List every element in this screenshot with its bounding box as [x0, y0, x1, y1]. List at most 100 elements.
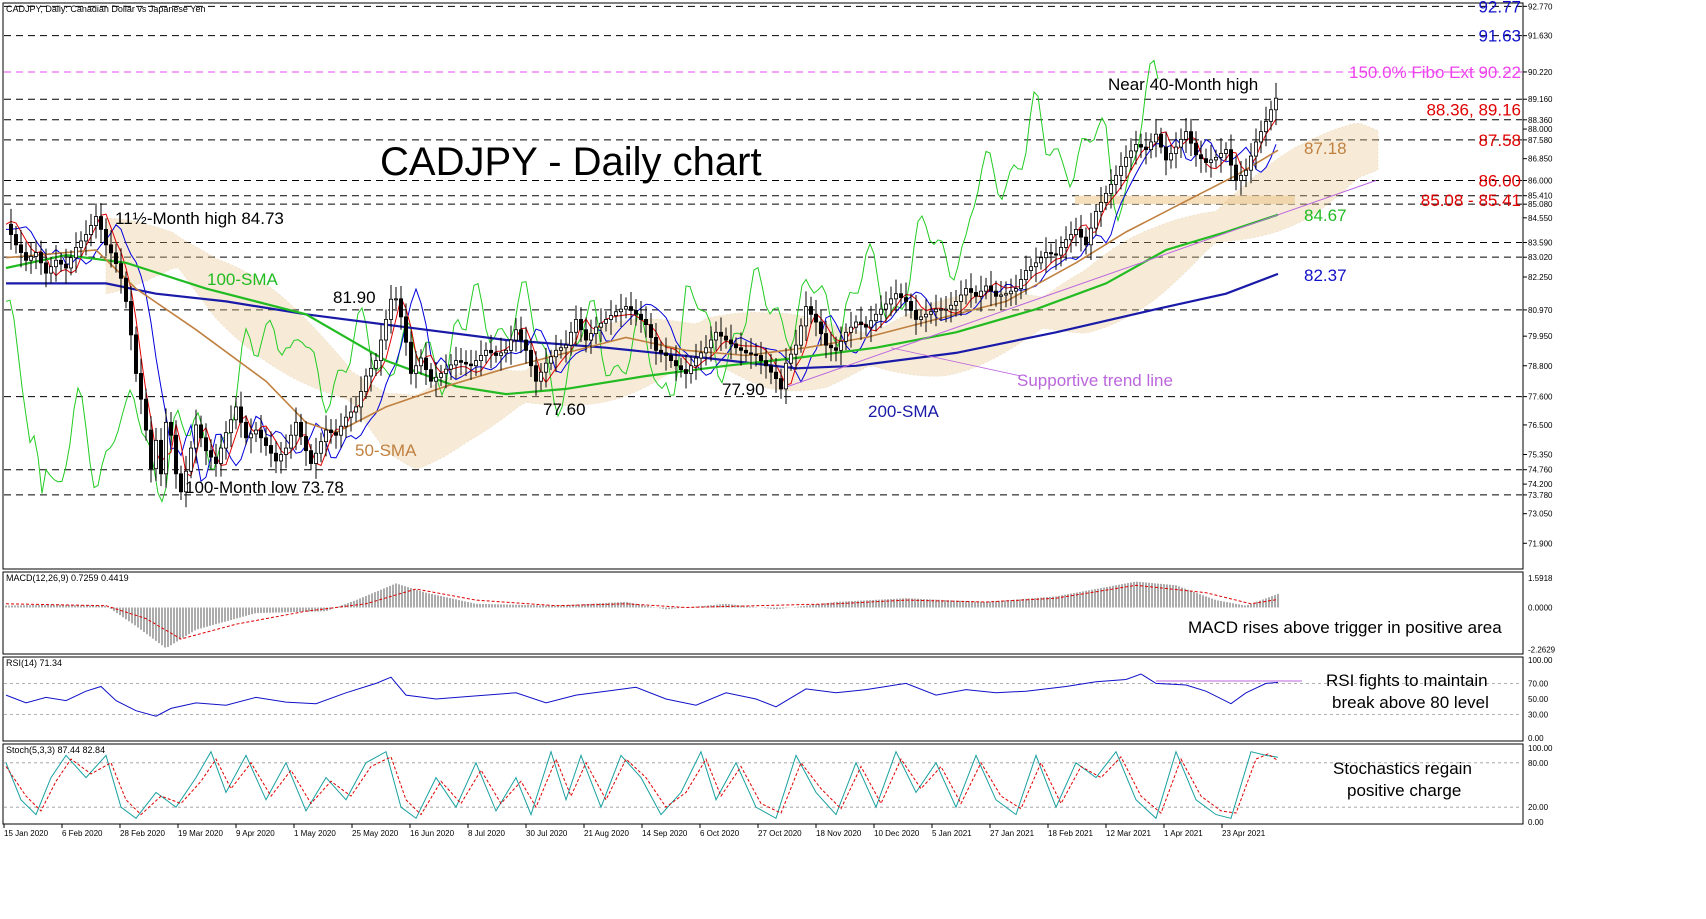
date-tick-label: 18 Nov 2020	[816, 829, 862, 838]
candle-body	[604, 319, 609, 324]
candle-body	[1219, 153, 1224, 158]
candle-body	[508, 339, 513, 351]
price-tick-label: 89.160	[1528, 95, 1553, 104]
macd-tick-label: 1.5918	[1528, 574, 1553, 583]
date-tick-label: 1 Apr 2021	[1164, 829, 1203, 838]
candle-body	[1234, 164, 1239, 181]
candle-body	[308, 450, 313, 464]
candle-body	[579, 319, 584, 331]
candle-body	[278, 454, 283, 462]
candle-body	[1099, 201, 1104, 212]
candle-body	[468, 363, 473, 367]
candle-body	[388, 298, 393, 320]
stoch-header: Stoch(5,3,3) 87.44 82.84	[6, 745, 105, 755]
candle-body	[333, 432, 338, 436]
annotation-trendline: Supportive trend line	[1017, 371, 1173, 390]
candle-body	[178, 473, 183, 493]
candle-body	[109, 244, 114, 254]
price-tick-label: 90.220	[1528, 68, 1553, 77]
candle-body	[493, 352, 498, 356]
price-tick-label: 79.950	[1528, 332, 1553, 341]
candle-body	[969, 288, 974, 293]
candle-body	[1059, 247, 1064, 256]
candle-body	[544, 362, 549, 373]
rsi-tick-label: 30.00	[1528, 711, 1549, 720]
stoch-k-line	[5, 750, 1279, 820]
rsi-note-2: break above 80 level	[1332, 693, 1489, 712]
candle-body	[408, 341, 413, 374]
candle-body	[1144, 146, 1149, 151]
candle-body	[809, 306, 814, 315]
candle-body	[864, 324, 869, 328]
candle-body	[834, 347, 839, 351]
candle-body	[338, 425, 343, 436]
candle-body	[1169, 153, 1174, 161]
annotation-87-18: 87.18	[1304, 139, 1347, 158]
candle-body	[534, 365, 539, 382]
candle-body	[974, 292, 979, 297]
price-tick-label: 92.770	[1528, 2, 1553, 11]
macd-signal-line	[5, 584, 1279, 640]
candle-body	[393, 298, 398, 301]
candle-body	[594, 326, 599, 334]
date-tick-label: 18 Feb 2021	[1048, 829, 1093, 838]
candle-body	[28, 256, 33, 261]
candle-body	[514, 329, 519, 341]
candle-body	[954, 301, 959, 306]
candle-body	[298, 421, 303, 437]
candle-body	[248, 433, 253, 439]
price-tick-label: 87.580	[1528, 136, 1553, 145]
candle-body	[208, 450, 213, 458]
price-tick-label: 88.000	[1528, 125, 1553, 134]
candle-body	[959, 294, 964, 302]
candle-body	[844, 331, 849, 342]
candle-body	[774, 371, 779, 380]
candle-body	[453, 360, 458, 366]
candle-body	[1054, 253, 1059, 256]
candles	[8, 82, 1279, 508]
candle-body	[884, 303, 889, 310]
price-tick-label: 85.080	[1528, 200, 1553, 209]
candle-body	[383, 319, 388, 341]
candle-body	[994, 290, 999, 297]
candle-body	[754, 353, 759, 356]
candle-body	[193, 424, 198, 449]
annotation-high-11m: 11½-Month high 84.73	[115, 209, 284, 228]
candle-body	[1249, 155, 1254, 171]
rsi-tick-label: 70.00	[1528, 679, 1549, 688]
rsi-tick-label: 100.00	[1528, 656, 1553, 665]
candle-body	[964, 288, 969, 296]
candle-body	[674, 360, 679, 367]
candle-body	[904, 297, 909, 302]
candle-body	[373, 360, 378, 369]
candle-body	[899, 293, 904, 298]
annotation-near-40m: Near 40-Month high	[1108, 75, 1258, 94]
price-tick-label: 83.590	[1528, 239, 1553, 248]
date-tick-label: 21 Aug 2020	[584, 829, 629, 838]
candle-body	[138, 373, 143, 400]
candle-body	[283, 447, 288, 455]
candle-body	[824, 333, 829, 346]
date-tick-label: 23 Apr 2021	[1222, 829, 1266, 838]
date-tick-label: 6 Oct 2020	[700, 829, 740, 838]
candle-body	[1084, 236, 1089, 246]
candle-body	[849, 326, 854, 333]
candle-body	[503, 349, 508, 354]
candle-body	[79, 240, 84, 248]
candle-body	[114, 252, 119, 264]
level-labels: 92.77 91.63 150.0% Fibo Ext 90.22 88.36, 89…	[1349, 0, 1521, 210]
candle-body	[44, 262, 49, 274]
candle-body	[1254, 141, 1259, 157]
candle-body	[829, 344, 834, 349]
date-tick-label: 30 Jul 2020	[526, 829, 568, 838]
candle-body	[413, 365, 418, 374]
candle-body	[1229, 149, 1234, 166]
candle-body	[328, 429, 333, 434]
candle-body	[1239, 174, 1244, 181]
candle-body	[749, 352, 754, 355]
candle-body	[1149, 141, 1154, 151]
candle-body	[168, 421, 173, 436]
ichimoku-cloud-area	[105, 122, 1379, 470]
level-label: 150.0% Fibo Ext 90.22	[1349, 63, 1521, 82]
